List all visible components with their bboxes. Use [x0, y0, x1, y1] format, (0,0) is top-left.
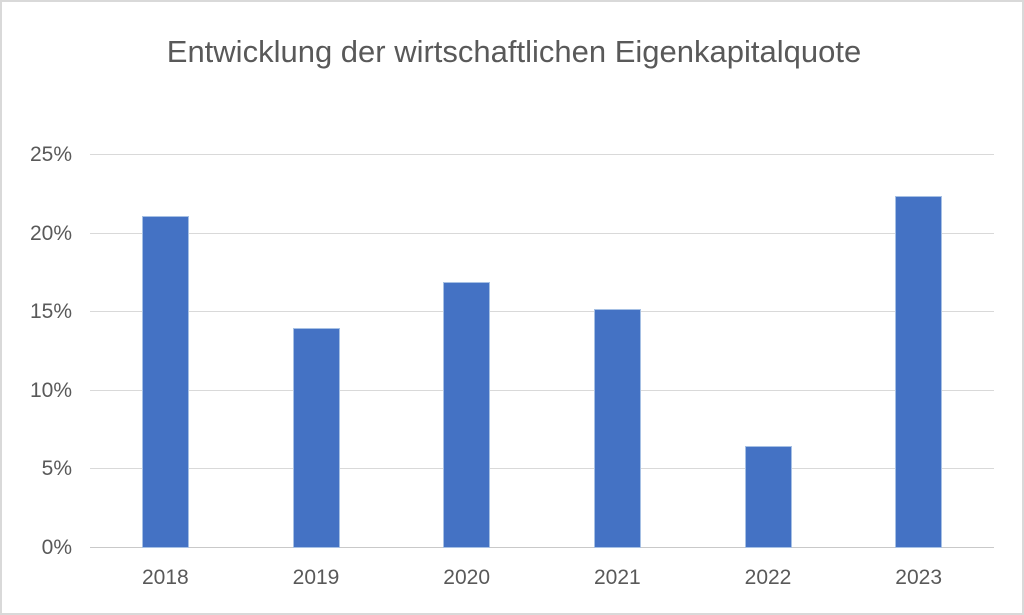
x-tick-2022: 2022	[744, 566, 792, 589]
bar-2020[interactable]	[443, 282, 491, 548]
bar-2018[interactable]	[141, 216, 189, 548]
bar-2021[interactable]	[593, 309, 641, 548]
x-tick-2023: 2023	[895, 566, 943, 589]
y-tick-15: 15%	[29, 300, 72, 324]
x-tick-2019: 2019	[292, 566, 340, 589]
x-tick-2018: 2018	[141, 566, 189, 589]
gridline-15	[90, 311, 994, 313]
y-tick-5: 5%	[41, 457, 72, 481]
chart-title: Entwicklung der wirtschaftlichen Eigenka…	[166, 34, 862, 69]
x-tick-2021: 2021	[593, 566, 641, 589]
plot-area	[90, 154, 994, 548]
bar-2023[interactable]	[895, 195, 943, 548]
gridline-25	[90, 154, 994, 155]
y-tick-10: 10%	[29, 378, 72, 402]
x-tick-2020: 2020	[443, 566, 491, 589]
y-tick-0: 0%	[41, 536, 72, 559]
bar-2019[interactable]	[292, 327, 340, 548]
y-tick-25: 25%	[29, 143, 72, 166]
gridline-10	[90, 389, 994, 391]
bar-2022[interactable]	[744, 445, 792, 548]
x-axis-line	[90, 547, 994, 548]
gridline-5	[90, 468, 994, 470]
gridline-20	[90, 232, 994, 234]
y-tick-20: 20%	[29, 221, 72, 245]
